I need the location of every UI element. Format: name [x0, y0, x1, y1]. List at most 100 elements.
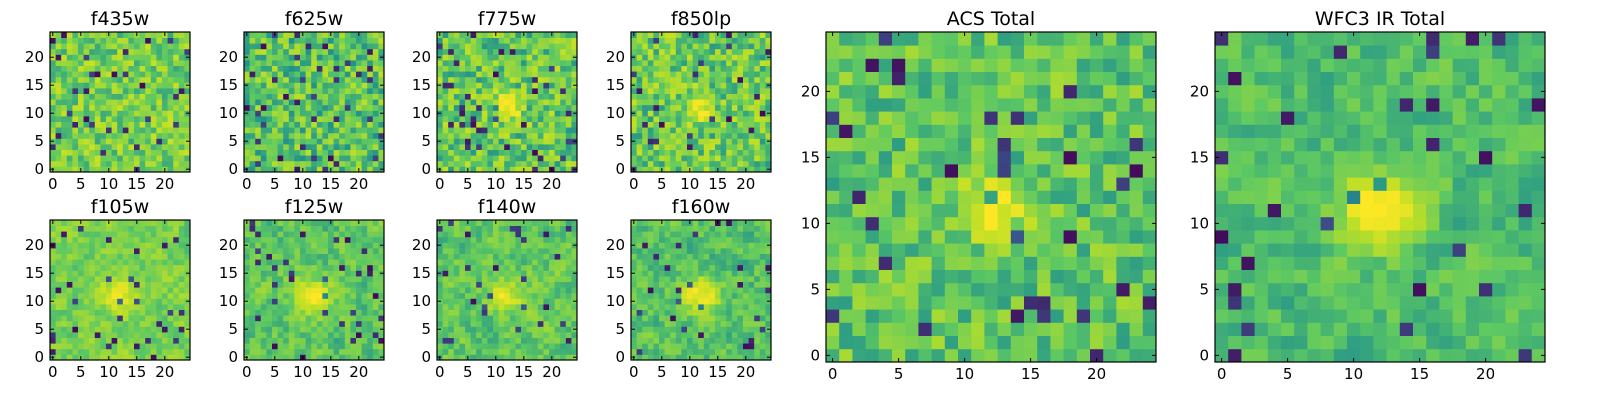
heatmap-cell [526, 32, 533, 38]
heatmap-cell [448, 281, 455, 288]
heatmap-cell [244, 149, 250, 156]
heatmap-cell [55, 110, 62, 117]
heatmap-cell [698, 99, 705, 106]
heatmap-cell [765, 48, 772, 55]
heatmap-cell [664, 110, 671, 117]
heatmap-cell [94, 166, 101, 173]
heatmap-cell [94, 348, 101, 355]
heatmap-cell [66, 287, 73, 294]
heatmap-cell [532, 37, 539, 44]
heatmap-cell [106, 292, 112, 299]
heatmap-cell [128, 253, 135, 260]
heatmap-cell [244, 287, 250, 294]
heatmap-cell [498, 43, 505, 50]
heatmap-cell [636, 76, 643, 83]
heatmap-cell [249, 354, 256, 361]
heatmap-cell [636, 32, 643, 38]
heatmap-cell [459, 309, 466, 316]
heatmap-cell [498, 337, 505, 344]
heatmap-cell [681, 138, 688, 145]
heatmap-cell [328, 127, 334, 134]
heatmap-cell [532, 144, 539, 150]
heatmap-cell [322, 337, 329, 344]
heatmap-cell [487, 155, 494, 162]
heatmap-cell [156, 166, 163, 173]
heatmap-cell [361, 54, 368, 61]
heatmap-cell [150, 132, 157, 139]
heatmap-cell [167, 264, 174, 271]
heatmap-cell [554, 309, 561, 316]
heatmap-cell [272, 348, 278, 355]
heatmap-cell [150, 144, 157, 150]
heatmap-cell [89, 54, 96, 61]
heatmap-cell [631, 93, 637, 100]
heatmap-cell [83, 116, 90, 122]
heatmap-cell [526, 116, 533, 122]
heatmap-cell [178, 32, 185, 38]
heatmap-cell [571, 121, 578, 128]
heatmap-cell [83, 71, 90, 78]
heatmap-cell [653, 304, 660, 310]
heatmap-cell [748, 326, 755, 333]
heatmap-cell [498, 253, 505, 260]
heatmap-cell [361, 43, 368, 50]
heatmap-cell [111, 71, 118, 78]
heatmap-cell [754, 60, 761, 66]
heatmap-cell [437, 127, 443, 134]
heatmap-cell [156, 32, 163, 38]
heatmap-cell [255, 127, 262, 134]
heatmap-cell [356, 127, 362, 134]
heatmap-cell [543, 88, 550, 94]
heatmap-cell [356, 48, 362, 55]
heatmap-cell [100, 99, 107, 106]
heatmap-cell [754, 88, 761, 94]
heatmap-cell [139, 281, 146, 288]
heatmap-cell [448, 326, 455, 333]
x-tick-label: 15 [321, 363, 340, 381]
heatmap-cell [117, 259, 124, 266]
heatmap-cell [372, 264, 379, 271]
heatmap-cell [647, 326, 654, 333]
heatmap-cell [122, 276, 129, 282]
heatmap-cell [653, 116, 660, 122]
heatmap-cell [288, 348, 295, 355]
heatmap-cell [100, 93, 107, 100]
heatmap-cell [498, 110, 505, 117]
heatmap-cell [692, 326, 699, 333]
heatmap-cell [554, 65, 561, 72]
heatmap-cell [759, 315, 766, 322]
heatmap-cell [504, 225, 511, 232]
heatmap-cell [537, 144, 544, 150]
heatmap-cell [476, 332, 483, 338]
heatmap-cell [504, 76, 511, 83]
heatmap-cell [487, 166, 494, 173]
heatmap-cell [89, 320, 96, 327]
heatmap-cell [122, 99, 129, 106]
heatmap-cell [498, 242, 505, 249]
heatmap-cell [509, 149, 516, 156]
heatmap-cell [504, 160, 511, 167]
heatmap-cell [244, 248, 250, 254]
heatmap-cell [498, 88, 505, 94]
heatmap-cell [731, 54, 738, 61]
heatmap-cell [249, 304, 256, 310]
heatmap-cell [255, 82, 262, 89]
heatmap-cell [481, 326, 488, 333]
heatmap-cell [372, 231, 379, 238]
heatmap-cell [493, 326, 499, 333]
heatmap-cell [305, 110, 312, 117]
heatmap-cell [481, 292, 488, 299]
heatmap-cell [288, 270, 295, 277]
heatmap-cell [145, 127, 152, 134]
heatmap-cell [145, 337, 152, 344]
heatmap-cell [367, 348, 374, 355]
heatmap-cell [305, 281, 312, 288]
heatmap-cell [448, 43, 455, 50]
heatmap-cell [272, 155, 278, 162]
heatmap-cell [459, 144, 466, 150]
heatmap-cell [89, 309, 96, 316]
heatmap-cell [367, 298, 374, 305]
heatmap-cell [83, 37, 90, 44]
heatmap-cell [692, 121, 699, 128]
